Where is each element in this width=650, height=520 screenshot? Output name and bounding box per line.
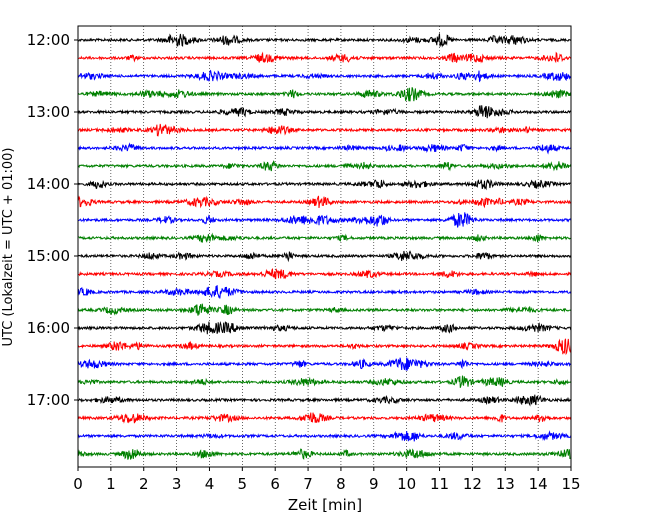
trace-lines xyxy=(77,33,572,460)
seismic-trace xyxy=(77,232,572,243)
y-tick-label: 12:00 xyxy=(27,31,70,49)
y-tick-label: 17:00 xyxy=(27,391,70,409)
seismic-trace xyxy=(77,338,572,356)
y-tick-label: 16:00 xyxy=(27,319,70,337)
seismic-trace xyxy=(77,430,572,442)
x-tick-label: 11 xyxy=(430,475,449,493)
x-tick-label: 6 xyxy=(270,475,280,493)
y-tick-label: 14:00 xyxy=(27,175,70,193)
seismic-trace xyxy=(77,412,572,424)
x-axis-ticks: 0 1 2 3 4 5 6 7 8 9 10 11 12 13 14 15 xyxy=(73,467,581,493)
x-tick-label: 1 xyxy=(106,475,116,493)
x-tick-label: 4 xyxy=(205,475,215,493)
seismic-trace xyxy=(77,142,572,155)
seismic-trace xyxy=(77,123,572,137)
seismic-trace xyxy=(77,51,572,64)
x-tick-label: 10 xyxy=(397,475,416,493)
x-tick-label: 2 xyxy=(139,475,149,493)
seismic-trace xyxy=(77,285,572,299)
seismic-trace xyxy=(77,303,572,316)
x-tick-label: 7 xyxy=(303,475,313,493)
x-tick-label: 14 xyxy=(529,475,548,493)
x-tick-label: 9 xyxy=(369,475,379,493)
seismic-trace xyxy=(77,267,572,280)
x-tick-label: 15 xyxy=(561,475,580,493)
seismic-trace xyxy=(77,160,572,172)
seismic-trace xyxy=(77,448,572,460)
y-axis-ticks: 12:00 13:00 14:00 15:00 16:00 17:00 xyxy=(27,31,78,409)
x-tick-label: 5 xyxy=(238,475,248,493)
x-tick-label: 8 xyxy=(336,475,346,493)
seismic-trace xyxy=(77,320,572,335)
seismic-trace xyxy=(77,105,572,119)
seismic-trace xyxy=(77,178,572,191)
seismic-trace xyxy=(77,212,572,228)
plot-frame xyxy=(77,25,572,468)
seismic-trace xyxy=(77,394,572,407)
seismic-trace xyxy=(77,250,572,263)
seismic-trace xyxy=(77,357,572,371)
seismic-trace xyxy=(77,375,572,388)
seismic-trace xyxy=(77,33,572,48)
seismic-trace xyxy=(77,195,572,209)
x-tick-label: 13 xyxy=(496,475,515,493)
x-tick-label: 0 xyxy=(73,475,83,493)
x-tick-label: 3 xyxy=(172,475,182,493)
y-tick-label: 13:00 xyxy=(27,103,70,121)
seismic-trace xyxy=(77,69,572,83)
x-tick-label: 12 xyxy=(463,475,482,493)
y-axis-label: UTC (Lokalzeit = UTC + 01:00) xyxy=(1,148,16,347)
x-axis-label: Zeit [min] xyxy=(288,496,362,514)
seismic-trace xyxy=(77,87,572,102)
y-tick-label: 15:00 xyxy=(27,247,70,265)
